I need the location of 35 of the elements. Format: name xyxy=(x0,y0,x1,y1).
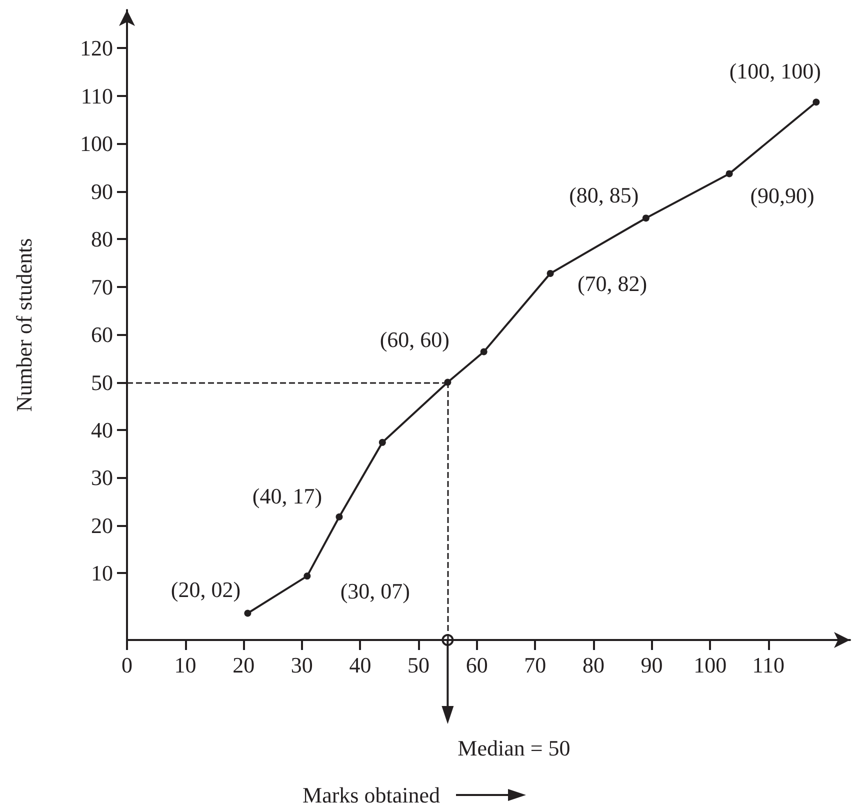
y-tick-label: 60 xyxy=(91,322,113,348)
x-tick-label: 0 xyxy=(122,652,132,678)
y-tick-label: 40 xyxy=(91,418,113,442)
annotation: (90,90) xyxy=(750,183,814,208)
y-tick-label: 110 xyxy=(80,83,113,108)
x-tick-label: 20 xyxy=(232,652,255,678)
annotation: (20, 02) xyxy=(170,576,241,602)
annotation: (40, 17) xyxy=(252,483,322,508)
x-tick-label: 90 xyxy=(640,652,663,678)
annotation: (60, 60) xyxy=(380,326,450,352)
x-tick-label: 60 xyxy=(466,652,488,678)
text: Median = 50 xyxy=(458,736,570,760)
y-tick-label: 80 xyxy=(91,226,113,252)
annotation: (100, 100) xyxy=(729,58,822,84)
annotation: (70, 82) xyxy=(577,270,648,296)
x-tick-label: 10 xyxy=(174,652,196,678)
y-tick-label: 20 xyxy=(91,512,113,538)
x-tick-label: 80 xyxy=(582,652,604,678)
x-tick-label: 40 xyxy=(349,652,372,678)
annotation: (80, 85) xyxy=(569,182,639,208)
y-tick-label: 70 xyxy=(91,274,113,300)
y-tick-label: 90 xyxy=(91,178,113,204)
y-tick-label: 50 xyxy=(91,370,113,395)
x-tick-label: 100 xyxy=(694,652,727,678)
y-tick-label: 120 xyxy=(80,36,113,61)
y-tick-label: 100 xyxy=(80,131,113,156)
annotation: (30, 07) xyxy=(340,578,410,604)
x-tick-label: 70 xyxy=(524,652,546,678)
y-tick-label: 10 xyxy=(91,560,113,586)
x-axis-title: Marks obtained xyxy=(302,782,440,808)
x-tick-label: 110 xyxy=(752,652,784,678)
y-tick-label: 30 xyxy=(91,465,113,490)
y-axis-title: Number of students xyxy=(12,238,36,412)
x-tick-label: 50 xyxy=(408,652,430,678)
x-tick-label: 30 xyxy=(290,652,313,678)
